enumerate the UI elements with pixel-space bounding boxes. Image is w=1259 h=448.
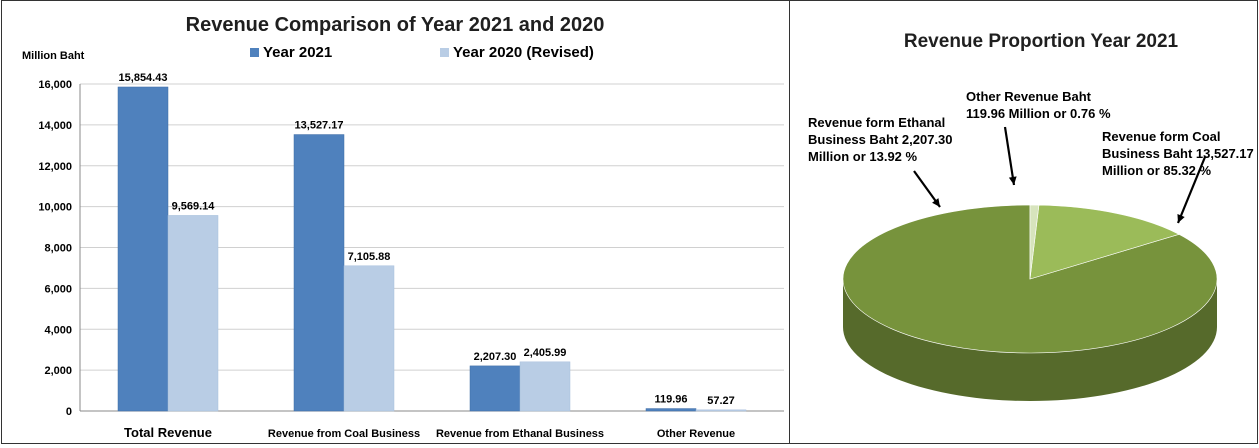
pie-annotation-line: Business Baht 13,527.17 [1102, 146, 1254, 161]
y-tick-label: 0 [66, 406, 72, 418]
chart-title: Revenue Comparison of Year 2021 and 2020 [186, 14, 605, 36]
bar [519, 361, 571, 412]
y-tick-label: 16,000 [38, 79, 72, 91]
y-tick-label: 6,000 [44, 283, 72, 295]
y-tick-label: 14,000 [38, 120, 72, 132]
data-label: 15,854.43 [119, 72, 168, 84]
x-category-label: Total Revenue [124, 425, 212, 440]
annotation-arrow [1176, 156, 1207, 224]
arrow-head [932, 198, 940, 207]
bar [469, 365, 521, 412]
data-label: 119.96 [654, 394, 687, 406]
legend-swatch-0 [250, 48, 259, 57]
arrow-head [1177, 214, 1185, 223]
pie-annotation-line: Business Baht 2,207.30 [808, 132, 953, 147]
y-tick-label: 10,000 [38, 202, 72, 214]
data-label: 13,527.17 [295, 120, 344, 132]
pie-chart-panel: Revenue Proportion Year 2021 Revenue form… [789, 0, 1258, 444]
legend-label-0: Year 2021 [263, 44, 332, 61]
pie-annotation-line: Revenue form Ethanal [808, 115, 945, 130]
bar [167, 215, 219, 412]
pie-annotation-line: Revenue form Coal [1102, 129, 1220, 144]
pie-annotation-line: Other Revenue Baht [966, 89, 1092, 104]
y-tick-label: 2,000 [44, 365, 72, 377]
legend-swatch-1 [440, 48, 449, 57]
pie-slice-1 [1029, 204, 1180, 280]
bar-chart-panel: Revenue Comparison of Year 2021 and 2020… [1, 0, 790, 444]
pie-annotation-line: 119.96 Million or 0.76 % [966, 106, 1111, 121]
pie-side-wall [843, 279, 1217, 401]
pie-annotation-line: Million or 85.32 % [1102, 163, 1212, 178]
bar [695, 409, 747, 412]
arrow-head [1008, 176, 1017, 185]
pie-chart: Revenue Proportion Year 2021 Revenue form… [808, 31, 1254, 401]
data-label: 2,207.30 [474, 351, 517, 363]
pie-slice-2 [1029, 204, 1040, 280]
x-category-label: Revenue from Ethanal Business [436, 428, 604, 440]
legend-label-1: Year 2020 (Revised) [453, 44, 594, 61]
data-label: 2,405.99 [524, 347, 567, 359]
data-label: 7,105.88 [348, 251, 391, 263]
bar [343, 265, 395, 412]
y-tick-label: 12,000 [38, 161, 72, 173]
bar [645, 408, 697, 412]
x-category-label: Other Revenue [657, 428, 735, 440]
y-axis-label: Million Baht [22, 50, 85, 62]
data-label: 9,569.14 [172, 200, 216, 212]
x-category-label: Revenue from Coal Business [268, 428, 420, 440]
data-label: 57.27 [707, 395, 735, 407]
y-tick-label: 8,000 [44, 243, 72, 255]
bar-chart: Revenue Comparison of Year 2021 and 2020… [22, 14, 784, 440]
bar [117, 86, 169, 412]
annotation-arrow [1003, 126, 1016, 186]
bar [293, 134, 345, 412]
pie-annotation-line: Million or 13.92 % [808, 149, 918, 164]
pie-title: Revenue Proportion Year 2021 [904, 31, 1179, 52]
y-tick-label: 4,000 [44, 324, 72, 336]
